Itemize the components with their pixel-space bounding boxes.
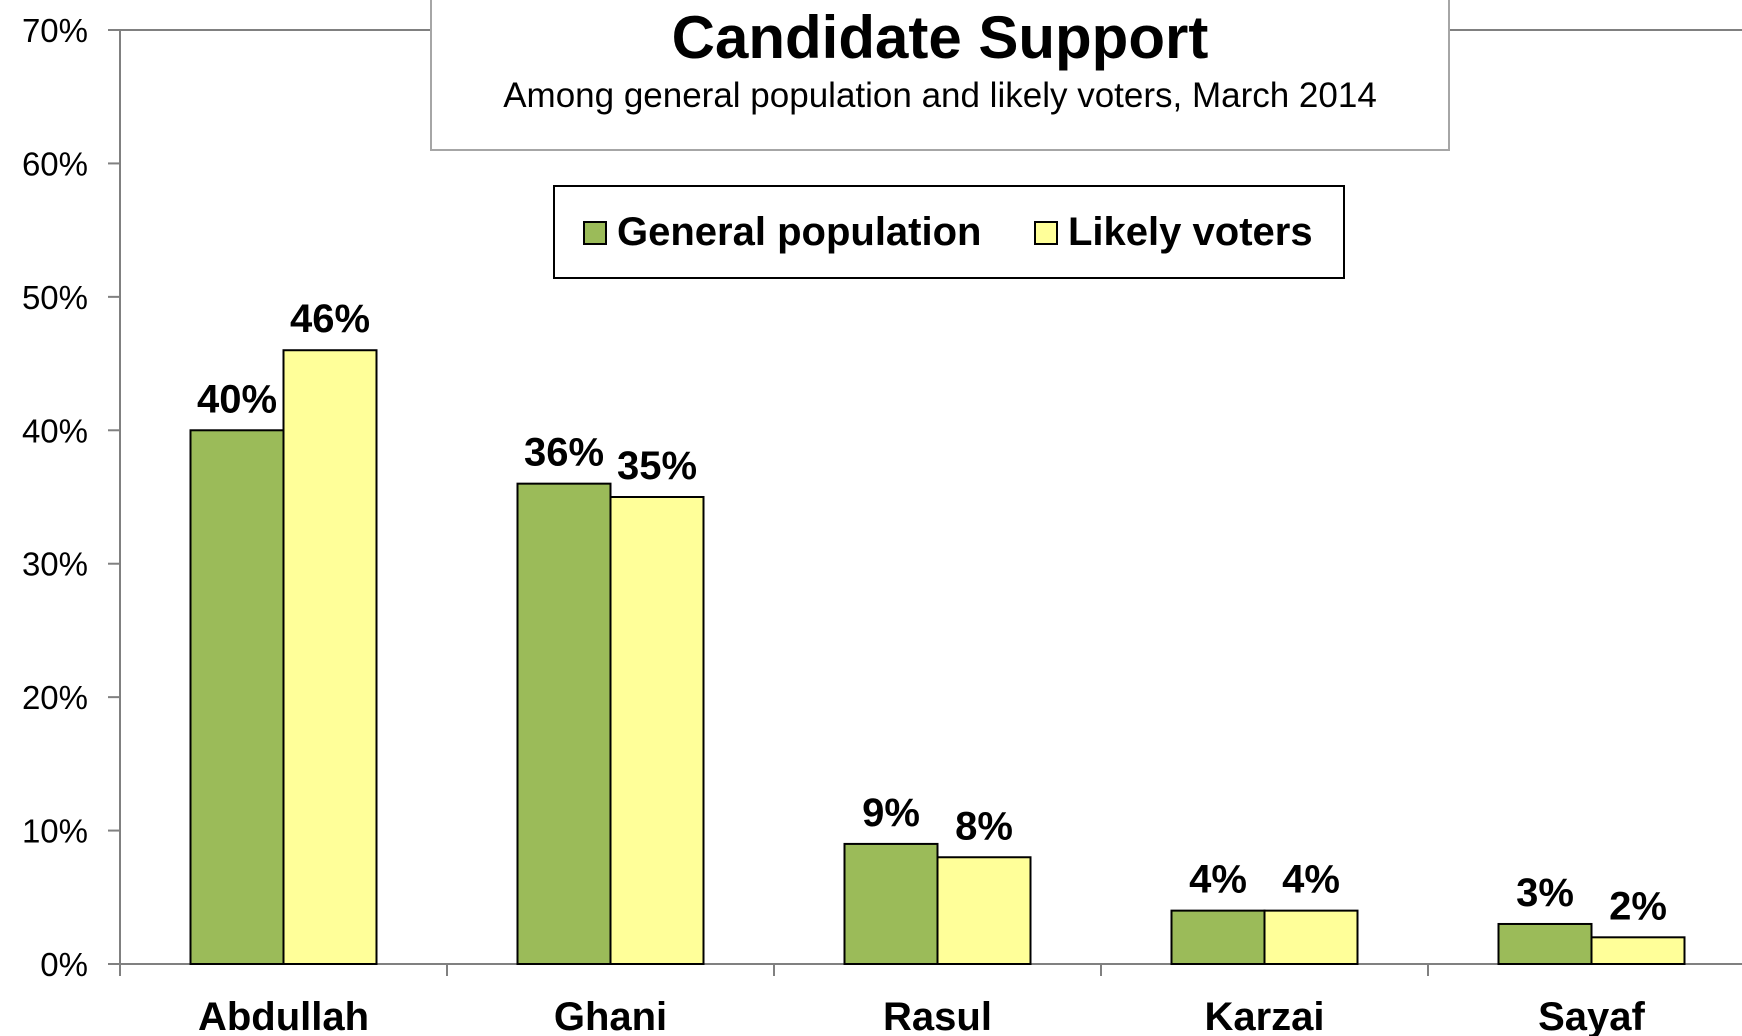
chart-subtitle: Among general population and likely vote… — [503, 76, 1377, 115]
axes: 0% 10% 20% 30% 40% 50% 60% 70% Abdullah Ghani Rasu… — [22, 12, 1742, 1036]
legend-label-likely-voters: Likely voters — [1068, 210, 1313, 254]
bar-general-population-sayaf — [1497, 922, 1593, 966]
legend-label-general-population: General population — [617, 210, 981, 254]
y-tick-label: 20% — [22, 679, 88, 716]
data-labels: 40% 46% 36% 35% 9% 8% 4% 4% 3% 2% — [197, 297, 1667, 928]
bar-likely-voters-sayaf — [1590, 936, 1686, 965]
data-label-likely-voters-abdullah: 46% — [290, 297, 370, 341]
x-tick-label-sayaf: Sayaf — [1538, 995, 1645, 1036]
bar-likely-voters-karzai — [1263, 909, 1359, 966]
data-label-likely-voters-sayaf: 2% — [1609, 884, 1667, 928]
y-tick-label: 60% — [22, 145, 88, 182]
bars — [189, 349, 1686, 966]
data-label-likely-voters-rasul: 8% — [955, 804, 1013, 848]
y-tick-label: 30% — [22, 546, 88, 583]
bar-general-population-abdullah — [189, 429, 285, 965]
title-box: Candidate Support Among general populati… — [430, 0, 1450, 151]
y-tick-label: 40% — [22, 412, 88, 449]
legend-swatch-likely-voters — [1034, 221, 1058, 245]
legend: General population Likely voters — [553, 185, 1345, 279]
data-label-general-population-ghani: 36% — [524, 431, 604, 475]
data-label-general-population-rasul: 9% — [862, 791, 920, 835]
chart-title: Candidate Support — [672, 4, 1209, 71]
y-tick-label: 70% — [22, 12, 88, 49]
y-tick-label: 50% — [22, 279, 88, 316]
x-tick-label-abdullah: Abdullah — [198, 995, 369, 1036]
legend-swatch-general-population — [583, 221, 607, 245]
bar-general-population-ghani — [516, 482, 612, 965]
data-label-general-population-sayaf: 3% — [1516, 871, 1574, 915]
data-label-general-population-abdullah: 40% — [197, 377, 277, 421]
y-tick-label: 0% — [40, 946, 88, 983]
x-tick-label-ghani: Ghani — [554, 995, 667, 1036]
data-label-likely-voters-karzai: 4% — [1282, 858, 1340, 902]
data-label-general-population-karzai: 4% — [1189, 858, 1247, 902]
bar-likely-voters-rasul — [936, 856, 1032, 965]
y-tick-label: 10% — [22, 813, 88, 850]
bar-likely-voters-abdullah — [282, 349, 378, 965]
bar-general-population-karzai — [1170, 909, 1266, 966]
data-label-likely-voters-ghani: 35% — [617, 444, 697, 488]
bar-likely-voters-ghani — [609, 496, 705, 965]
bar-general-population-rasul — [843, 842, 939, 966]
x-tick-label-rasul: Rasul — [883, 995, 992, 1036]
x-tick-label-karzai: Karzai — [1204, 995, 1324, 1036]
